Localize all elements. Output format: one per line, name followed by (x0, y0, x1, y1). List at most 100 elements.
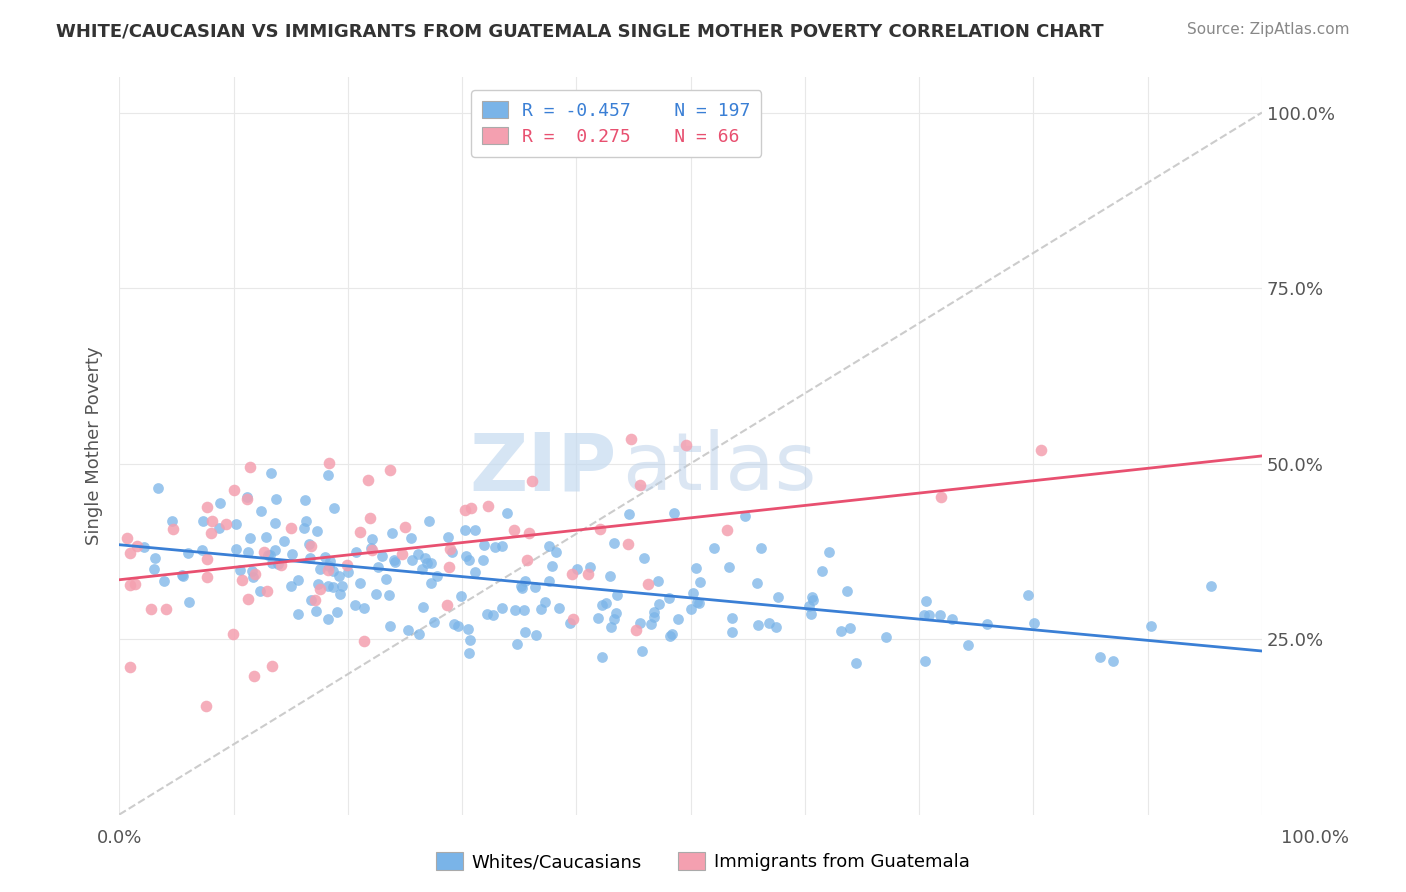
Point (875, 630, 897, 644)
Point (425, 569, 447, 583)
Point (264, 492, 287, 507)
Point (560, 615, 582, 630)
Point (591, 649, 613, 664)
Point (418, 514, 440, 528)
Point (643, 605, 665, 619)
Point (260, 466, 283, 480)
Point (675, 438, 697, 452)
Point (231, 574, 253, 588)
Point (513, 603, 536, 617)
Point (530, 601, 553, 615)
Point (236, 592, 259, 607)
Point (628, 478, 651, 492)
Point (273, 533, 295, 548)
Point (305, 524, 328, 539)
Point (190, 542, 212, 557)
Point (254, 529, 277, 543)
Point (127, 539, 149, 553)
Point (544, 545, 567, 559)
Point (394, 520, 416, 534)
Point (239, 459, 262, 474)
Point (371, 549, 394, 563)
Point (912, 608, 935, 623)
Point (415, 556, 437, 570)
Point (399, 531, 422, 545)
Point (155, 602, 177, 616)
Point (491, 600, 513, 615)
Point (256, 548, 278, 562)
Point (516, 553, 538, 567)
Point (299, 539, 322, 553)
Point (408, 626, 430, 640)
Point (630, 643, 652, 657)
Point (281, 547, 304, 561)
Text: atlas: atlas (621, 429, 817, 508)
Point (382, 552, 405, 566)
Text: WHITE/CAUCASIAN VS IMMIGRANTS FROM GUATEMALA SINGLE MOTHER POVERTY CORRELATION C: WHITE/CAUCASIAN VS IMMIGRANTS FROM GUATE… (56, 22, 1104, 40)
Point (264, 516, 287, 531)
Point (941, 611, 963, 625)
Point (191, 514, 214, 528)
Point (477, 499, 499, 513)
Point (588, 611, 610, 625)
Point (620, 432, 643, 446)
Point (801, 593, 824, 607)
Point (830, 624, 852, 638)
Point (294, 493, 316, 508)
Point (330, 579, 353, 593)
Point (624, 623, 647, 637)
Point (605, 606, 627, 620)
Point (240, 564, 263, 578)
Point (412, 600, 434, 615)
Point (153, 574, 176, 589)
Point (326, 605, 349, 619)
Point (381, 525, 404, 540)
Point (534, 595, 557, 609)
Point (118, 578, 141, 592)
Point (236, 490, 259, 504)
Point (316, 564, 339, 578)
Point (515, 574, 537, 589)
Point (716, 524, 738, 538)
Point (619, 507, 641, 521)
Point (976, 617, 998, 632)
Point (242, 570, 264, 584)
Point (238, 545, 260, 559)
Point (929, 490, 952, 504)
Point (294, 514, 316, 528)
Point (720, 625, 742, 640)
Point (391, 547, 413, 561)
Point (318, 467, 340, 482)
Point (484, 540, 506, 554)
Point (304, 593, 326, 607)
Point (314, 550, 336, 565)
Point (561, 566, 583, 581)
Point (287, 573, 309, 587)
Point (481, 607, 503, 622)
Point (1102, 654, 1125, 668)
Point (685, 561, 707, 575)
Point (225, 517, 247, 532)
Point (799, 599, 821, 614)
Point (359, 510, 381, 524)
Point (456, 549, 478, 563)
Point (262, 556, 284, 570)
Point (208, 521, 231, 535)
Point (538, 574, 561, 588)
Point (437, 531, 460, 545)
Point (239, 531, 262, 545)
Point (406, 547, 429, 561)
Point (458, 646, 481, 660)
Point (361, 532, 384, 546)
Point (249, 583, 271, 598)
Point (837, 583, 859, 598)
Point (195, 552, 218, 566)
Point (177, 546, 200, 560)
Point (929, 608, 952, 623)
Point (299, 592, 322, 607)
Point (548, 601, 571, 615)
Point (1022, 615, 1045, 630)
Point (914, 594, 936, 608)
Point (441, 545, 464, 559)
Point (800, 607, 823, 621)
